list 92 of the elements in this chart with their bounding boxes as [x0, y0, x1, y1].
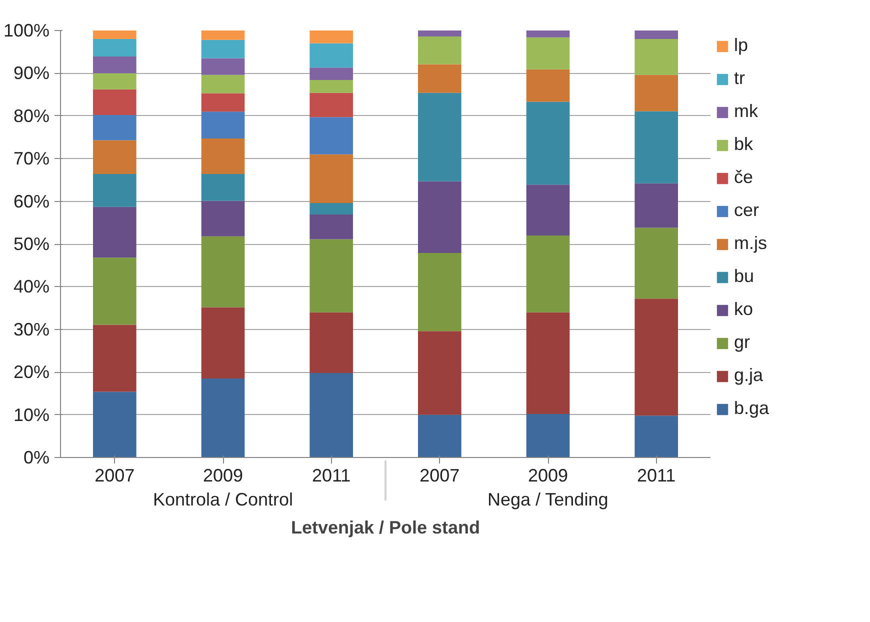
- bar: [310, 239, 353, 312]
- bar: [634, 111, 678, 184]
- bar: [93, 392, 136, 458]
- bar: [634, 183, 678, 228]
- legend-label: tr: [734, 68, 746, 89]
- x-tick-label: 2009: [202, 466, 244, 486]
- bar: [201, 174, 245, 201]
- legend-label: bk: [734, 134, 754, 155]
- text: Nega / Tending: [487, 490, 608, 510]
- bar: [634, 416, 678, 458]
- legend-label: g.ja: [734, 365, 764, 386]
- bar: [526, 102, 570, 185]
- bar: [201, 200, 245, 236]
- bar: [418, 331, 462, 415]
- bar: [310, 372, 353, 458]
- bar: [93, 324, 136, 392]
- bar: [93, 115, 136, 140]
- bar: [201, 236, 245, 308]
- text: Kontrola / Control: [152, 490, 294, 510]
- bar: [418, 252, 462, 332]
- x-tick-label: 2007: [94, 466, 135, 486]
- bar: [201, 74, 245, 94]
- bar: [418, 181, 462, 253]
- bar: [93, 140, 136, 174]
- bar: [93, 206, 136, 258]
- bar: [634, 30, 678, 40]
- y-tick-label: 90%: [13, 63, 50, 84]
- bar: [418, 64, 462, 93]
- x-axis-title: Letvenjak / Pole stand: [290, 518, 480, 538]
- y-tick-label: 70%: [13, 148, 50, 169]
- bar: [93, 174, 136, 207]
- legend-label: če: [734, 167, 754, 188]
- bar: [634, 39, 678, 75]
- bar: [93, 73, 136, 90]
- y-tick-label: 50%: [13, 234, 50, 254]
- bar: [310, 92, 353, 118]
- bar: [526, 235, 570, 312]
- bar: [526, 30, 570, 38]
- bar: [201, 112, 245, 139]
- bar: [310, 30, 353, 44]
- y-tick-label: 40%: [13, 276, 50, 297]
- bar: [201, 138, 245, 174]
- bar: [93, 30, 136, 40]
- bar: [310, 214, 353, 240]
- bar: [310, 80, 353, 93]
- y-tick-label: 100%: [3, 20, 50, 40]
- legend-label: gr: [734, 332, 752, 353]
- bar: [201, 30, 245, 40]
- y-tick-label: 10%: [13, 404, 50, 425]
- bar: [201, 58, 245, 75]
- x-tick-label: 2011: [312, 466, 351, 486]
- bar: [634, 298, 678, 416]
- bar: [418, 414, 462, 458]
- y-tick-label: 20%: [13, 362, 50, 382]
- bar: [93, 56, 136, 74]
- bar: [526, 37, 570, 70]
- bar: [93, 89, 136, 116]
- bar: [201, 40, 245, 58]
- legend-label: ko: [734, 299, 754, 320]
- x-tick-label: 2007: [420, 466, 460, 486]
- y-tick-label: 80%: [13, 106, 50, 126]
- bar: [201, 378, 245, 458]
- legend-label: lp: [734, 35, 750, 56]
- bar: [93, 258, 136, 325]
- bar: [310, 68, 353, 80]
- bar: [310, 117, 353, 154]
- bar: [201, 307, 245, 379]
- x-tick-label: 2011: [636, 466, 676, 486]
- bar: [634, 74, 678, 112]
- y-tick-label: 30%: [13, 319, 50, 340]
- legend-label: m.js: [734, 233, 768, 254]
- bar: [93, 39, 136, 57]
- y-tick-label: 60%: [13, 191, 50, 212]
- bar: [418, 92, 462, 182]
- bar: [310, 43, 353, 68]
- legend-label: cer: [734, 200, 760, 221]
- bar: [526, 184, 570, 236]
- bar: [310, 203, 353, 215]
- bar: [634, 228, 678, 299]
- bar: [526, 69, 570, 102]
- bar: [201, 93, 245, 112]
- x-tick-label: 2009: [528, 466, 568, 486]
- bar: [310, 154, 353, 204]
- y-tick-label: 0%: [23, 448, 50, 468]
- bar: [310, 312, 353, 373]
- legend-label: b.ga: [734, 398, 770, 419]
- bar: [526, 414, 570, 458]
- bar: [526, 312, 570, 414]
- bar: [418, 36, 462, 64]
- legend-label: bu: [734, 266, 756, 287]
- bar: [418, 30, 462, 36]
- legend-label: mk: [734, 101, 759, 122]
